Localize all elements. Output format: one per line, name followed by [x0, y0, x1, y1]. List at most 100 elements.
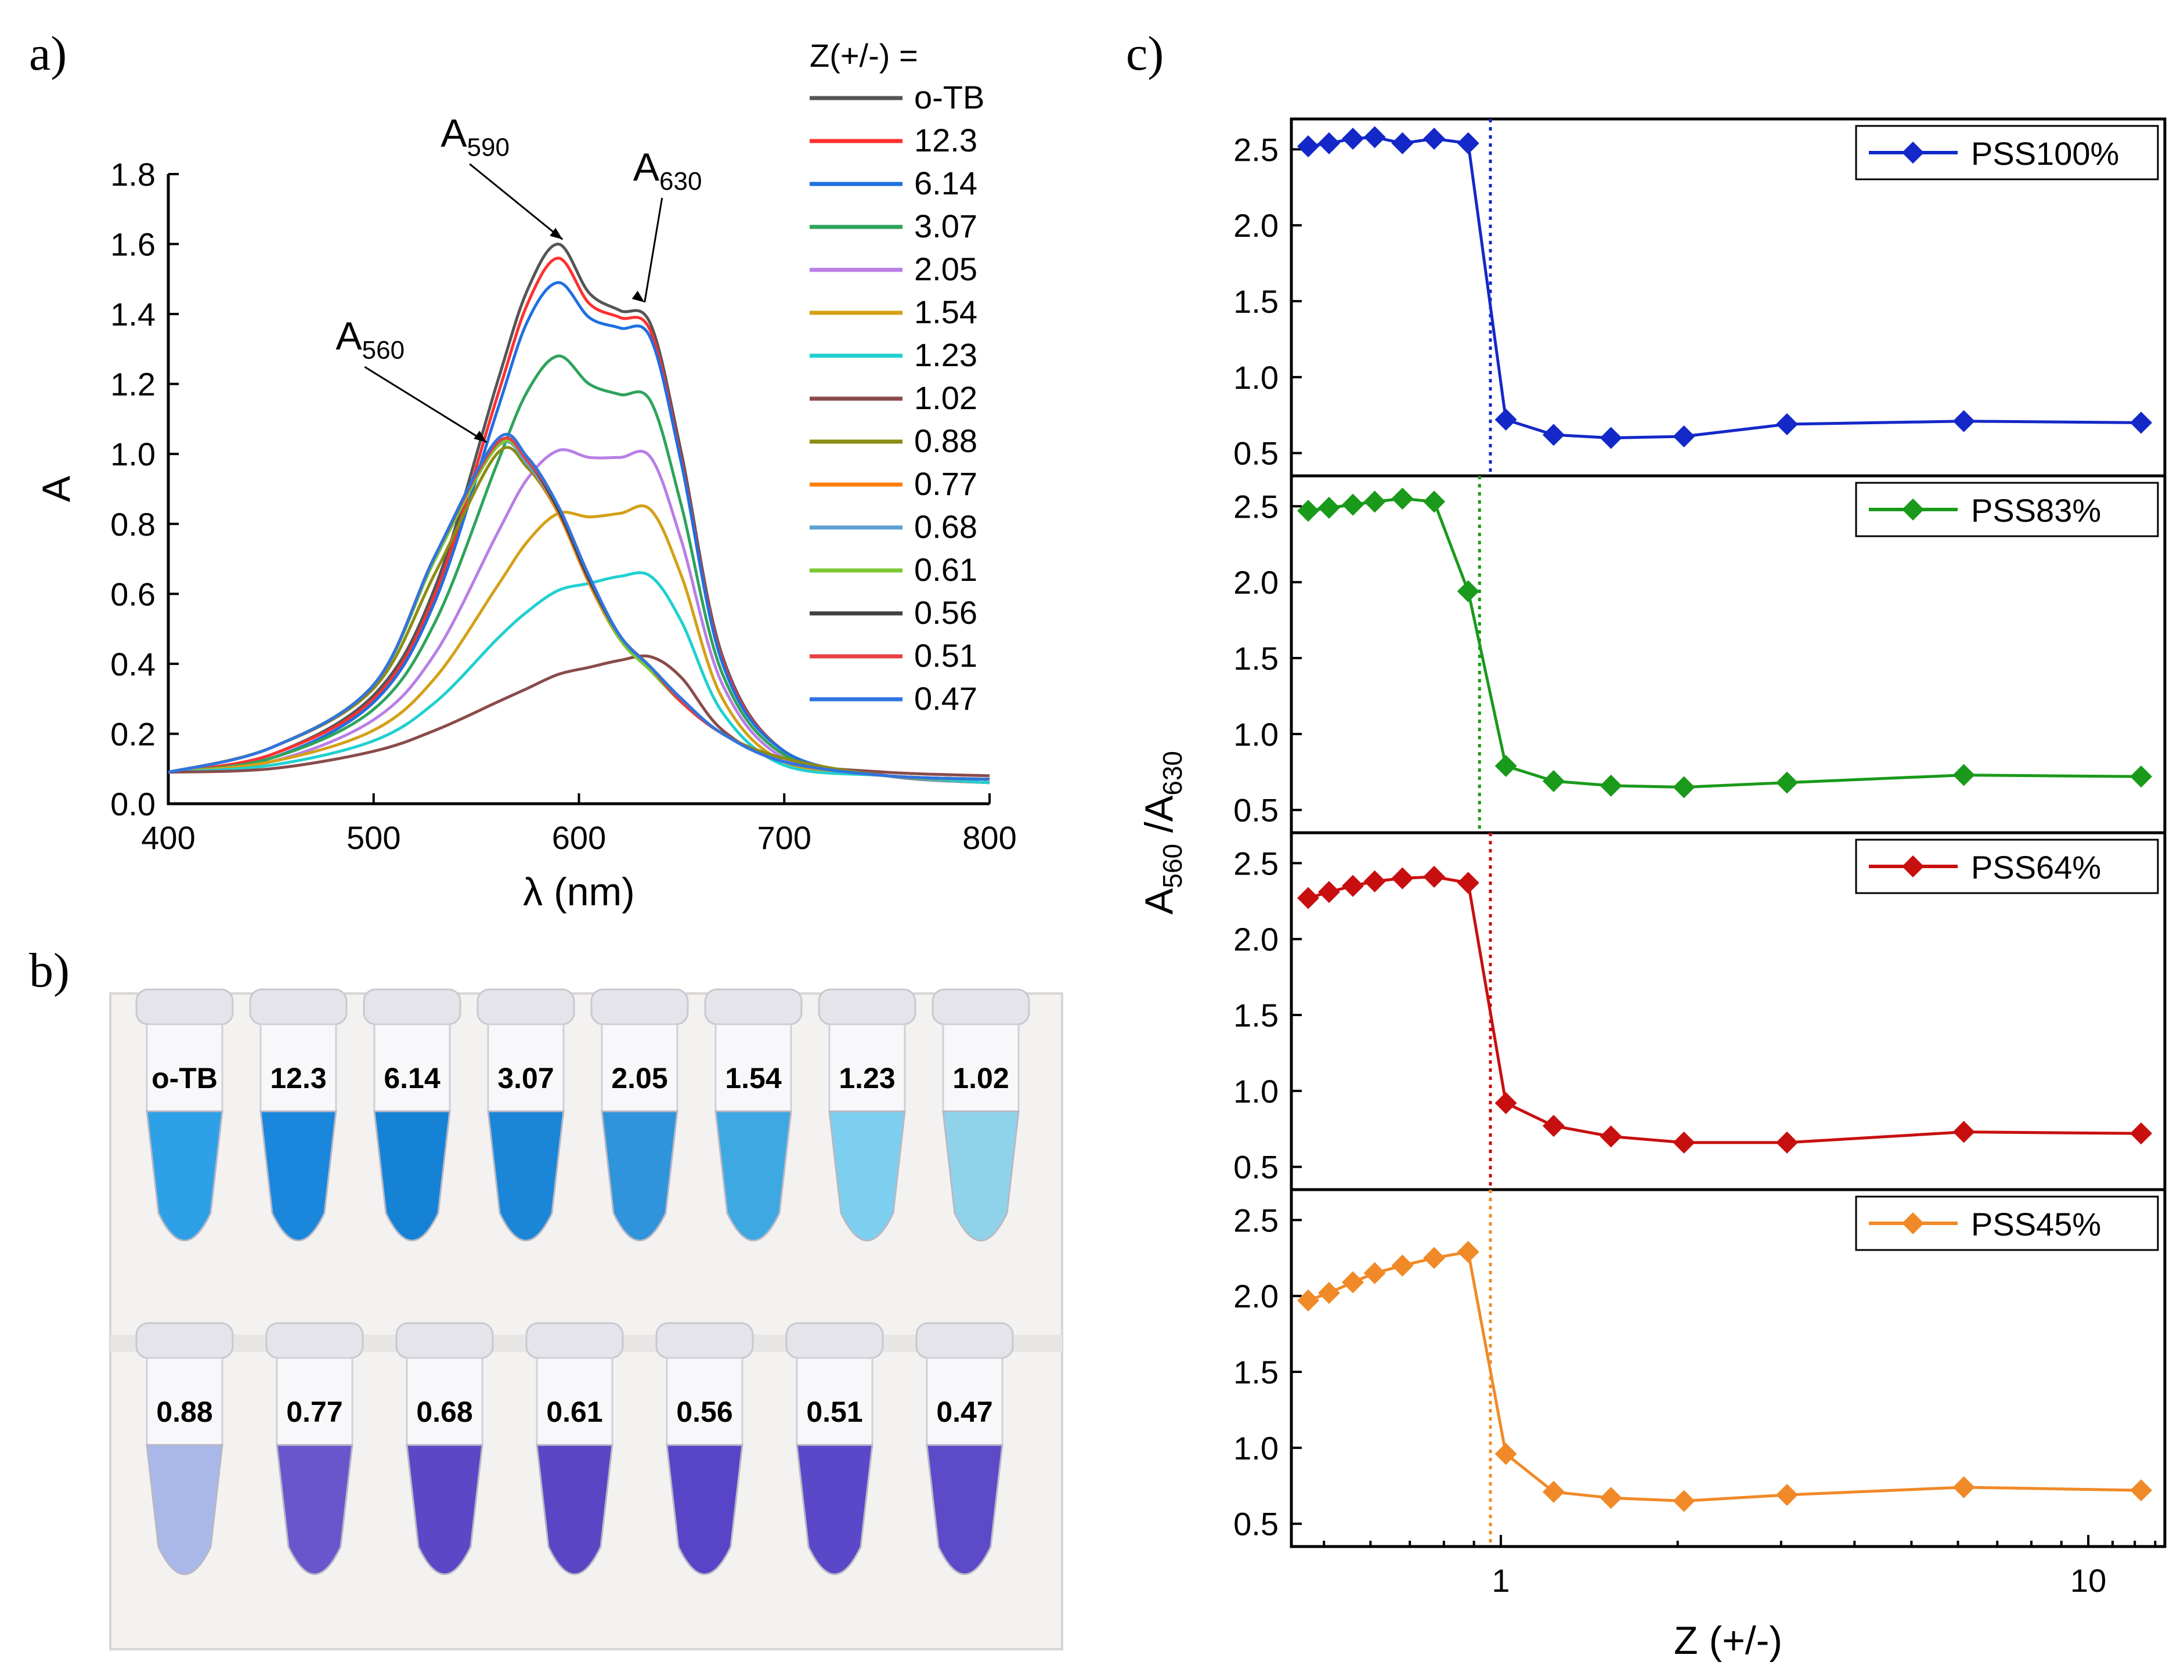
ratio-point-PSS100%-6	[1457, 132, 1479, 154]
x-axis-label-c: Z (+/-)	[1674, 1618, 1782, 1663]
ratio-point-PSS100%-9	[1600, 427, 1622, 449]
tube-label-bottom-2: 0.68	[416, 1396, 472, 1428]
ratio-point-PSS45%-0	[1297, 1289, 1319, 1312]
y-tick-label-a-8: 1.6	[110, 226, 156, 263]
panel-label-a: a)	[29, 27, 67, 81]
annotation-label-2: A560	[335, 314, 405, 364]
y-tick-label-a-2: 0.4	[110, 646, 156, 682]
ratio-point-PSS83%-11	[1775, 771, 1798, 794]
tube-label-bottom-1: 0.77	[286, 1396, 342, 1428]
tube-cap-top-1	[249, 988, 348, 1025]
tube-glass-bottom-3	[536, 1357, 613, 1446]
ratio-point-PSS64%-4	[1391, 867, 1414, 890]
tube-glass-bottom-0	[146, 1357, 223, 1446]
y-tick-label-c2-3: 2.0	[1233, 921, 1279, 958]
tube-cap-top-7	[932, 988, 1030, 1025]
ratio-point-PSS83%-6	[1457, 580, 1479, 602]
photo-b-tubes: o-TB 12.3 6.14 3.07 2.05 1.54 1.23 1.02 0.88 0.77…	[109, 988, 1063, 1650]
spectrum-line-0.61	[168, 439, 990, 781]
ratio-point-PSS83%-3	[1363, 490, 1386, 513]
spectrum-line-0.51	[168, 436, 990, 781]
ratio-point-PSS100%-7	[1494, 409, 1517, 431]
ratio-point-PSS100%-2	[1342, 128, 1364, 150]
tube-glass-bottom-1	[276, 1357, 353, 1446]
legend-label-1.02: 1.02	[914, 380, 977, 416]
subplot-frame-3	[1290, 1188, 2167, 1548]
y-tick-label-c3-0: 0.5	[1233, 1506, 1279, 1542]
y-tick-label-a-1: 0.2	[110, 716, 156, 752]
annotation-arrowhead-2	[474, 431, 487, 443]
tube-cap-bottom-6	[915, 1322, 1014, 1359]
ratio-point-PSS64%-7	[1494, 1092, 1517, 1114]
tube-liquid-top-1	[259, 1110, 337, 1242]
y-axis-label-c-part-1: 560	[1157, 844, 1187, 888]
legend-label-0.61: 0.61	[914, 551, 977, 588]
ratio-point-PSS83%-1	[1317, 496, 1340, 519]
annotation-arrow-line-0	[469, 163, 564, 240]
ratio-point-PSS64%-9	[1600, 1125, 1622, 1148]
annotation-sub-0: 590	[467, 133, 510, 162]
y-tick-label-a-9: 1.8	[110, 156, 156, 193]
ratio-point-PSS100%-10	[1673, 425, 1695, 447]
legend-label-2.05: 2.05	[914, 251, 977, 287]
tube-glass-top-2	[373, 1023, 451, 1112]
spectrum-line-0.47	[168, 432, 990, 781]
tube-cap-bottom-4	[655, 1322, 754, 1359]
ratio-point-PSS45%-4	[1391, 1254, 1414, 1277]
legend-label-0.68: 0.68	[914, 508, 977, 545]
ratio-point-PSS64%-10	[1673, 1131, 1695, 1154]
x-tick-label-a-3: 700	[757, 819, 811, 856]
y-tick-label-c0-2: 1.5	[1233, 283, 1279, 320]
y-tick-label-c1-0: 0.5	[1233, 792, 1279, 829]
tube-glass-bottom-4	[666, 1357, 743, 1446]
legend-marker-PSS45%	[1902, 1212, 1924, 1234]
tube-label-top-5: 1.54	[725, 1062, 782, 1094]
tube-glass-bottom-2	[406, 1357, 483, 1446]
legend-label-PSS45%: PSS45%	[1971, 1206, 2101, 1242]
tube-liquid-top-0	[146, 1110, 223, 1242]
ratio-point-PSS64%-12	[1952, 1121, 1975, 1143]
y-tick-label-a-3: 0.6	[110, 576, 156, 612]
ratio-line-PSS100%	[1308, 135, 2142, 440]
legend-label-12.3: 12.3	[914, 122, 977, 158]
legend-label-0.56: 0.56	[914, 594, 977, 631]
tube-label-top-3: 3.07	[497, 1062, 554, 1094]
annotation-arrow-line-1	[644, 197, 663, 303]
tube-label-bottom-3: 0.61	[546, 1396, 602, 1428]
ratio-point-PSS100%-0	[1297, 135, 1319, 158]
ratio-point-PSS45%-11	[1775, 1484, 1798, 1506]
annotation-arrowhead-0	[550, 227, 563, 240]
tube-liquid-bottom-3	[536, 1444, 613, 1576]
ratio-point-PSS64%-11	[1775, 1131, 1798, 1154]
chart-c-ratio: 0.5 1.0 1.5 2.0 2.5 PSS100% 0.5 1.0 1.5 2.0 2.5 PSS…	[1137, 117, 2167, 1663]
tube-cap-bottom-5	[785, 1322, 884, 1359]
annotation-arrowhead-1	[631, 291, 645, 303]
ratio-point-PSS45%-7	[1494, 1443, 1517, 1465]
tube-cap-bottom-3	[525, 1322, 624, 1359]
x-tick-label-a-1: 500	[346, 819, 400, 856]
ratio-point-PSS64%-0	[1297, 887, 1319, 909]
ratio-point-PSS83%-12	[1952, 764, 1975, 786]
legend-label-3.07: 3.07	[914, 208, 977, 244]
ratio-point-PSS45%-2	[1342, 1271, 1364, 1294]
tube-label-top-7: 1.02	[952, 1062, 1009, 1094]
spectrum-line-0.56	[168, 436, 990, 781]
ratio-point-PSS100%-11	[1775, 413, 1798, 436]
panel-label-c: c)	[1126, 27, 1164, 81]
ratio-point-PSS83%-13	[2130, 765, 2153, 788]
tube-cap-top-0	[135, 988, 234, 1025]
y-tick-label-c0-4: 2.5	[1233, 131, 1279, 168]
tube-glass-bottom-5	[796, 1357, 873, 1446]
tube-cap-top-4	[590, 988, 689, 1025]
tube-label-top-6: 1.23	[839, 1062, 895, 1094]
x-axis-label-a: λ (nm)	[523, 870, 635, 914]
legend-label-6.14: 6.14	[914, 165, 977, 201]
legend-label-1.54: 1.54	[914, 294, 977, 330]
ratio-point-PSS64%-2	[1342, 875, 1364, 897]
tube-label-bottom-0: 0.88	[156, 1396, 212, 1428]
legend-label-0.47: 0.47	[914, 680, 977, 717]
y-tick-label-a-0: 0.0	[110, 786, 156, 822]
spectrum-line-3.07	[168, 354, 990, 785]
tube-label-bottom-4: 0.56	[676, 1396, 732, 1428]
tube-liquid-bottom-0	[146, 1444, 223, 1576]
